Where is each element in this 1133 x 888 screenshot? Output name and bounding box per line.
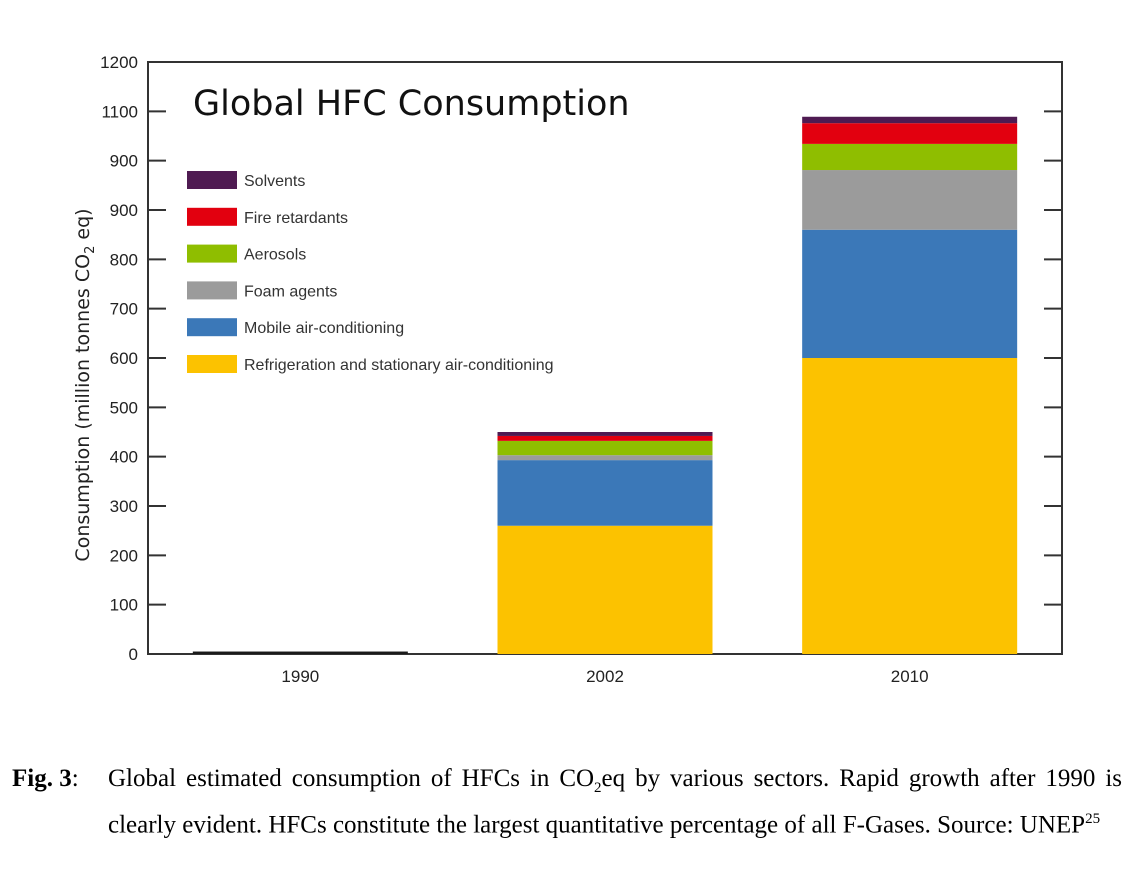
bar-segment-foam-agents-2010 xyxy=(802,170,1018,230)
bar-segment-aerosols-2010 xyxy=(802,143,1018,171)
legend-swatch xyxy=(187,171,237,189)
legend-label: Mobile air-conditioning xyxy=(244,320,404,337)
y-tick-label: 700 xyxy=(110,300,138,319)
bar-segment-foam-agents-2002 xyxy=(497,455,713,461)
y-tick-label: 900 xyxy=(110,201,138,220)
bar-baseline-1990 xyxy=(192,651,408,654)
y-axis-label: Consumption (million tonnes CO2 eq) xyxy=(72,208,98,561)
legend-swatch xyxy=(187,355,237,373)
y-tick-label: 1100 xyxy=(101,102,138,121)
y-tick-label: 400 xyxy=(110,448,138,467)
y-tick-label: 100 xyxy=(110,596,138,615)
legend-item: Mobile air-conditioning xyxy=(187,318,404,337)
bars xyxy=(192,116,1018,654)
chart-title: Global HFC Consumption xyxy=(193,84,630,124)
bar-segment-solvents-2002 xyxy=(497,432,713,436)
legend-label: Foam agents xyxy=(244,283,337,300)
bar-segment-refrigeration-and-stationary-air-conditioning-2010 xyxy=(802,358,1018,654)
y-tick-label: 500 xyxy=(110,398,138,417)
y-tick-label: 600 xyxy=(110,349,138,368)
legend-item: Foam agents xyxy=(187,281,337,300)
legend-item: Refrigeration and stationary air-conditi… xyxy=(187,355,554,374)
figure-caption: Fig. 3: Global estimated consumption of … xyxy=(12,763,1122,840)
bar-segment-refrigeration-and-stationary-air-conditioning-2002 xyxy=(497,525,713,654)
bar-segment-fire-retardants-2010 xyxy=(802,123,1018,144)
y-tick-label: 1200 xyxy=(100,53,138,72)
legend-label: Solvents xyxy=(244,173,305,190)
legend-label: Refrigeration and stationary air-conditi… xyxy=(244,357,554,374)
caption-sub: 2 xyxy=(594,780,602,796)
legend-swatch xyxy=(187,318,237,337)
y-axis-label-main: Consumption (million tonnes CO xyxy=(72,254,94,562)
legend-item: Aerosols xyxy=(187,244,306,264)
legend: Solvents Fire retardants Aerosols Foam agen… xyxy=(187,171,554,374)
y-axis: 0 100 200 300 400 500 600 700 800 900 900 1100 1200 xyxy=(100,53,1062,664)
y-axis-label-sub: 2 xyxy=(83,246,98,254)
caption-label: Fig. 3 xyxy=(12,765,72,792)
legend-item: Solvents xyxy=(187,171,305,190)
caption-sup: 25 xyxy=(1085,811,1101,827)
y-tick-label: 300 xyxy=(110,497,138,516)
legend-item: Fire retardants xyxy=(187,207,348,227)
y-tick-label: 900 xyxy=(110,152,138,171)
legend-label: Aerosols xyxy=(244,247,306,264)
x-tick-label: 1990 xyxy=(281,667,319,686)
bar-segment-mobile-air-conditioning-2010 xyxy=(802,229,1018,358)
legend-swatch xyxy=(187,207,237,226)
bar-segment-fire-retardants-2002 xyxy=(497,435,713,441)
y-tick-label: 0 xyxy=(129,645,138,664)
caption-separator: : xyxy=(71,765,79,792)
y-axis-label-tail: eq) xyxy=(72,208,94,245)
y-tick-label: 200 xyxy=(110,546,138,565)
caption-text-2: eq by various sectors. Rapid growth afte… xyxy=(108,765,1122,839)
bar-segment-mobile-air-conditioning-2002 xyxy=(497,460,713,526)
legend-swatch xyxy=(187,244,237,263)
x-axis: 1990 2002 2010 xyxy=(281,667,928,686)
x-tick-label: 2010 xyxy=(891,667,929,686)
y-tick-label: 800 xyxy=(110,250,138,269)
bar-segment-solvents-2010 xyxy=(802,116,1018,124)
caption-text-1: Global estimated consumption of HFCs in … xyxy=(108,765,595,792)
x-tick-label: 2002 xyxy=(586,667,624,686)
bar-segment-aerosols-2002 xyxy=(497,440,713,456)
hfc-chart: 010020030040050060070080090090011001200 … xyxy=(72,53,1063,686)
legend-label: Fire retardants xyxy=(244,210,348,227)
legend-swatch xyxy=(187,281,237,300)
